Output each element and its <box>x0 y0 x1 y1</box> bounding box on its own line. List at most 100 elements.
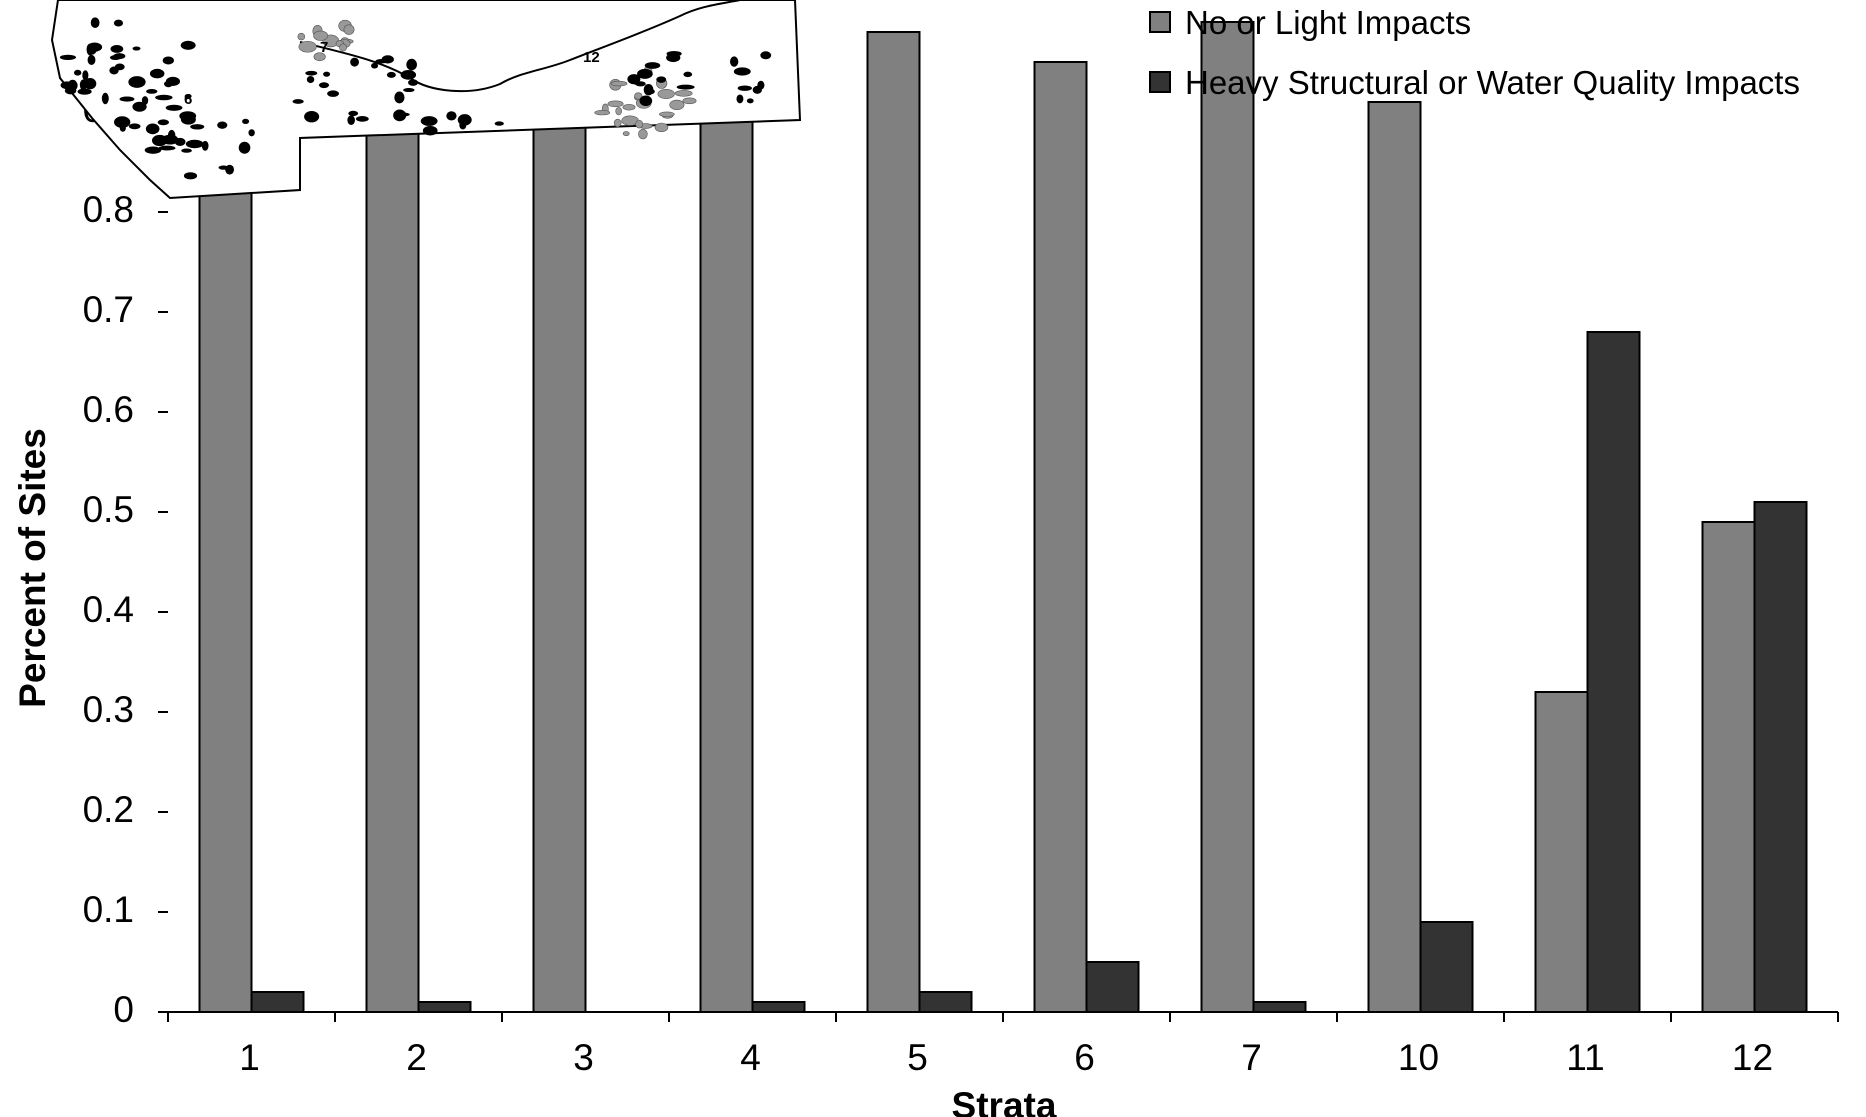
inset-map-area <box>184 93 192 99</box>
inset-map-area <box>292 99 304 104</box>
x-tick-label: 12 <box>1732 1037 1773 1078</box>
inset-map-area <box>613 118 622 128</box>
inset-map-area <box>607 100 624 108</box>
inset-map-area <box>635 81 646 87</box>
y-tick-label: 0.7 <box>83 289 134 330</box>
inset-map-area <box>658 111 675 117</box>
inset-map-area <box>77 88 92 95</box>
bars <box>198 11 1808 1013</box>
bar-series-1-cat-1 <box>250 991 305 1013</box>
inset-map-area <box>327 90 339 97</box>
inset-map-area <box>386 71 396 78</box>
x-axis-title: Strata <box>952 1085 1057 1117</box>
bar-series-0-cat-10 <box>1367 101 1422 1013</box>
x-tick-label: 3 <box>573 1037 594 1078</box>
bar-series-1-cat-7 <box>1252 1001 1307 1013</box>
inset-map-area <box>639 95 653 107</box>
inset-map-area <box>185 139 204 149</box>
inset-map-area <box>149 68 165 79</box>
y-axis-ticks: 00.10.20.30.40.50.60.70.80.9 <box>83 89 168 1030</box>
inset-map-area <box>306 75 315 84</box>
inset-map-area <box>420 116 438 126</box>
inset-map-area <box>119 96 135 102</box>
inset-map-area <box>225 164 235 175</box>
x-tick-label: 4 <box>740 1037 761 1078</box>
bar-series-0-cat-5 <box>866 31 921 1013</box>
y-tick-label: 0.3 <box>83 689 134 730</box>
x-tick-label: 1 <box>239 1037 260 1078</box>
inset-map-area <box>141 96 149 105</box>
bar-series-0-cat-2 <box>365 21 420 1013</box>
legend-swatch-0 <box>1149 11 1171 33</box>
inset-map-area <box>730 56 739 67</box>
inset-map-area <box>101 92 109 105</box>
y-axis-title: Percent of Sites <box>12 428 53 708</box>
y-tick-label: 0.6 <box>83 389 134 430</box>
inset-map-area <box>645 88 655 95</box>
inset-map-area <box>400 70 417 80</box>
inset-map-area <box>174 137 186 146</box>
inset-map-area <box>403 88 415 93</box>
inset-map-area <box>422 125 438 136</box>
inset-map-area <box>110 45 124 53</box>
inset-map-area <box>610 80 628 87</box>
inset-map-area <box>669 99 685 110</box>
legend: No or Light Impacts Heavy Structural or … <box>1149 4 1800 101</box>
inset-map-area <box>757 80 765 90</box>
bar-series-1-cat-2 <box>417 1001 472 1013</box>
inset-map-area <box>594 110 611 116</box>
bar-series-0-cat-4 <box>699 21 754 1013</box>
inset-map-area <box>657 88 675 99</box>
inset-map-area <box>457 114 472 126</box>
inset-map-area <box>155 94 173 101</box>
x-tick-label: 7 <box>1241 1037 1262 1078</box>
inset-map-area <box>83 78 97 90</box>
inset-map-area <box>343 24 355 35</box>
inset-map-area <box>393 109 407 122</box>
inset-map-area <box>676 84 695 90</box>
inset-map-area <box>109 55 121 61</box>
inset-map-river <box>299 0 741 93</box>
inset-map-area <box>59 54 76 60</box>
bar-series-0-cat-11 <box>1534 691 1589 1013</box>
bar-series-0-cat-3 <box>532 11 587 1013</box>
inset-map-area <box>304 110 320 123</box>
legend-item-1: Heavy Structural or Water Quality Impact… <box>1149 64 1800 101</box>
inset-map-area <box>394 91 405 104</box>
inset-map-area <box>109 66 119 75</box>
inset-map-area <box>313 30 329 41</box>
inset-map-area <box>87 54 96 66</box>
inset-map-area <box>164 80 173 88</box>
inset-map-area <box>318 82 330 89</box>
bar-series-0-cat-6 <box>1033 61 1088 1013</box>
inset-label-7: 7 <box>320 39 328 56</box>
bar-series-1-cat-4 <box>751 1001 806 1013</box>
x-tick-label: 2 <box>406 1037 427 1078</box>
inset-map-area <box>674 90 693 97</box>
inset-map-area <box>627 74 641 85</box>
legend-item-0: No or Light Impacts <box>1149 4 1471 41</box>
inset-map-area <box>119 124 126 132</box>
inset-map-area <box>494 121 504 126</box>
inset-map-area <box>666 53 681 63</box>
bar-series-0-cat-7 <box>1200 21 1255 1013</box>
inset-map-area <box>298 40 317 53</box>
inset-map-area <box>157 119 170 126</box>
legend-label-0: No or Light Impacts <box>1185 4 1471 41</box>
inset-map-area <box>313 52 326 62</box>
inset-map-area <box>90 17 100 29</box>
inset-map-area <box>158 145 176 151</box>
inset-map-area <box>113 19 124 27</box>
y-tick-label: 0.1 <box>83 889 134 930</box>
inset-map-area <box>622 103 636 111</box>
inset-map-area <box>73 69 82 76</box>
inset-map-area <box>86 43 94 56</box>
inset-map-area <box>242 118 250 125</box>
inset-map-area <box>238 141 251 154</box>
inset-map-area <box>339 43 347 52</box>
inset-map-area <box>355 116 369 122</box>
inset-map-area <box>67 79 78 92</box>
inset-label-6: 6 <box>184 91 192 108</box>
inset-map-area <box>183 172 198 180</box>
inset-map-area <box>635 119 644 129</box>
